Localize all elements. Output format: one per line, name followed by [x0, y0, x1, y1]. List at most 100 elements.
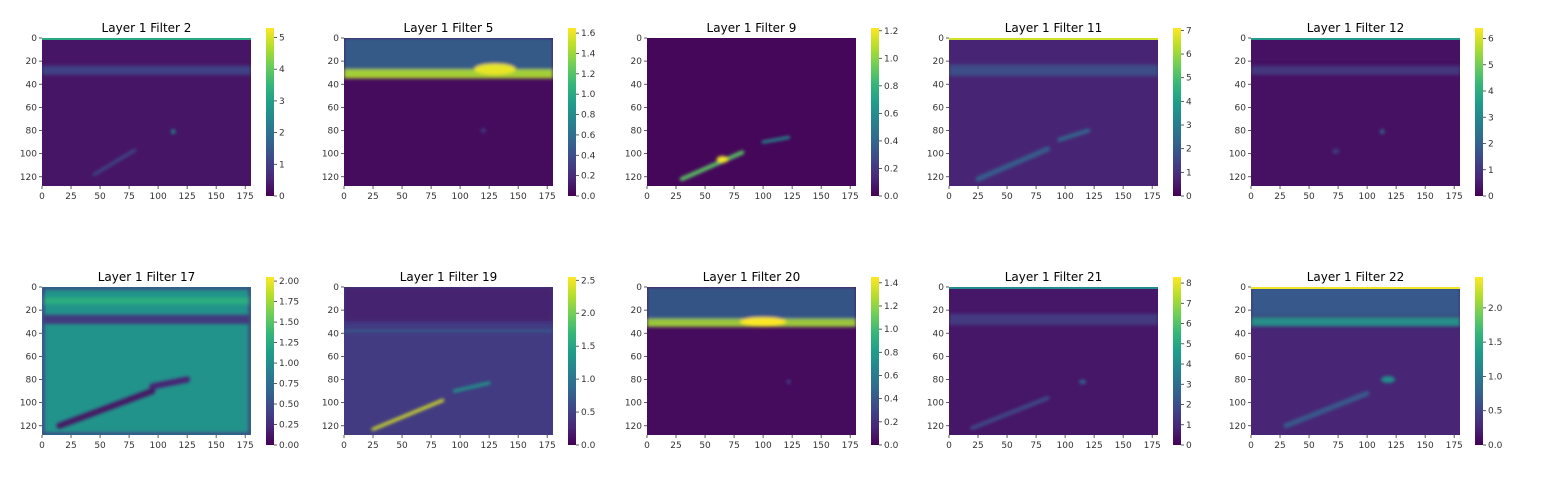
x-tick-label: 100	[452, 192, 469, 202]
x-tick-label: 50	[699, 192, 711, 202]
colorbar-tick-label: 1.5	[1488, 338, 1502, 348]
colorbar-tick-label: 0.8	[581, 111, 596, 121]
heatmap-feature-streak	[1057, 128, 1091, 142]
x-tick-label: 175	[539, 192, 556, 202]
y-tick-label: 60	[631, 352, 643, 362]
panel-title: Layer 1 Filter 21	[1005, 270, 1103, 284]
x-tick-label: 0	[946, 192, 952, 202]
colorbar-tick-label: 0.4	[884, 395, 899, 405]
x-tick-label: 175	[842, 441, 859, 451]
y-tick-label: 20	[933, 57, 945, 67]
colorbar-tick-label: 1.4	[581, 49, 596, 59]
x-tick-label: 50	[1001, 192, 1013, 202]
colorbar-tick-label: 0.4	[884, 137, 899, 147]
heatmap-feature-topline	[1251, 38, 1460, 40]
heatmap-feature-blob	[474, 63, 516, 75]
colorbar-gradient	[568, 277, 576, 445]
x-tick-label: 0	[1248, 192, 1254, 202]
y-tick-label: 0	[938, 34, 944, 44]
panel-title: Layer 1 Filter 17	[98, 270, 196, 284]
heatmap-feature-blob	[170, 129, 176, 134]
heatmap-feature-band	[1251, 317, 1460, 327]
colorbar-tick-label: 5	[1488, 61, 1494, 71]
x-tick-label: 75	[1030, 441, 1041, 451]
colorbar-tick-label: 1.00	[279, 359, 299, 369]
panel-title: Layer 1 Filter 22	[1307, 270, 1405, 284]
y-tick-label: 80	[26, 127, 38, 137]
y-tick-label: 0	[636, 283, 642, 293]
heatmap-feature-region	[1251, 287, 1460, 316]
x-tick-label: 125	[179, 441, 196, 451]
y-tick-label: 60	[328, 103, 340, 113]
colorbar-tick-label: 2	[1488, 140, 1494, 150]
y-tick-label: 20	[26, 306, 38, 316]
x-tick-label: 100	[1057, 441, 1074, 451]
y-tick-label: 40	[328, 329, 340, 339]
colorbar-tick-label: 1.5	[581, 342, 595, 352]
colorbar-tick-label: 3	[1186, 380, 1192, 390]
heatmap-image	[344, 287, 553, 435]
x-tick-label: 25	[367, 192, 378, 202]
colorbar-tick-label: 2	[1186, 401, 1192, 411]
colorbar-tick-label: 1.4	[884, 279, 899, 289]
x-tick-label: 100	[1057, 192, 1074, 202]
heatmap-image	[42, 38, 251, 186]
panel-title: Layer 1 Filter 11	[1005, 21, 1103, 35]
heatmap-feature-band	[949, 64, 1158, 77]
x-tick-label: 0	[946, 441, 952, 451]
heatmap-panel-8: Layer 1 Filter 20 0 25 50 75 100 125 150 175 0 20 4…	[625, 270, 899, 451]
x-tick-label: 50	[94, 441, 106, 451]
colorbar-tick-label: 1	[1186, 168, 1192, 178]
panel-title: Layer 1 Filter 12	[1307, 21, 1405, 35]
colorbar-tick-label: 0.4	[581, 151, 596, 161]
colorbar-tick-label: 0.25	[279, 421, 299, 431]
y-tick-label: 80	[1235, 376, 1247, 386]
heatmap-panel-6: Layer 1 Filter 17 0 25 50 75 100 125 150 175 0 20 4…	[20, 270, 300, 451]
x-tick-label: 50	[396, 192, 408, 202]
x-tick-label: 150	[510, 441, 527, 451]
colorbar-gradient	[871, 277, 879, 445]
y-tick-label: 60	[933, 103, 945, 113]
x-tick-label: 25	[972, 192, 983, 202]
x-tick-label: 75	[1332, 441, 1343, 451]
heatmap-image	[647, 287, 856, 435]
x-tick-label: 125	[1086, 192, 1103, 202]
colorbar-tick-label: 0.5	[581, 408, 595, 418]
heatmap-feature-border	[42, 287, 251, 435]
colorbar-gradient	[568, 28, 576, 196]
colorbar: 0.0 0.2 0.4 0.6 0.8 1.0 1.2	[871, 27, 899, 202]
colorbar-gradient	[1475, 277, 1483, 445]
colorbar-tick-label: 2.0	[1488, 304, 1503, 314]
colorbar-tick-label: 1.2	[581, 70, 595, 80]
x-tick-label: 100	[755, 192, 772, 202]
heatmap-feature-streak	[1283, 390, 1370, 429]
colorbar-tick-label: 5	[1186, 340, 1192, 350]
x-tick-label: 175	[1144, 441, 1161, 451]
y-tick-label: 100	[20, 399, 37, 409]
y-tick-label: 100	[625, 399, 642, 409]
colorbar-tick-label: 0.5	[1488, 407, 1502, 417]
x-tick-label: 0	[1248, 441, 1254, 451]
colorbar: 0 1 2 3 4 5 6 7	[1173, 26, 1192, 202]
heatmap-feature-blob	[1079, 379, 1087, 385]
heatmap-feature-band	[344, 329, 553, 333]
heatmap-panel-4: Layer 1 Filter 110 25 50 75 100 125 150 1750204…	[927, 21, 1192, 202]
y-tick-label: 0	[333, 34, 339, 44]
heatmap-feature-topline	[1251, 287, 1460, 289]
panel-title: Layer 1 Filter 20	[703, 270, 801, 284]
colorbar-tick-label: 1.2	[884, 27, 898, 37]
y-tick-label: 20	[933, 306, 945, 316]
colorbar-tick-label: 0.2	[884, 418, 898, 428]
x-tick-label: 0	[341, 441, 347, 451]
x-tick-label: 175	[539, 441, 556, 451]
y-tick-label: 80	[631, 127, 643, 137]
colorbar-tick-label: 4	[1186, 97, 1192, 107]
colorbar-tick-label: 2.0	[581, 309, 596, 319]
colorbar-tick-label: 1	[279, 160, 285, 170]
colorbar: 0.0 0.5 1.0 1.5 2.0 2.5	[568, 276, 596, 451]
y-tick-label: 40	[631, 329, 643, 339]
x-tick-label: 50	[94, 192, 106, 202]
y-tick-label: 80	[328, 376, 340, 386]
